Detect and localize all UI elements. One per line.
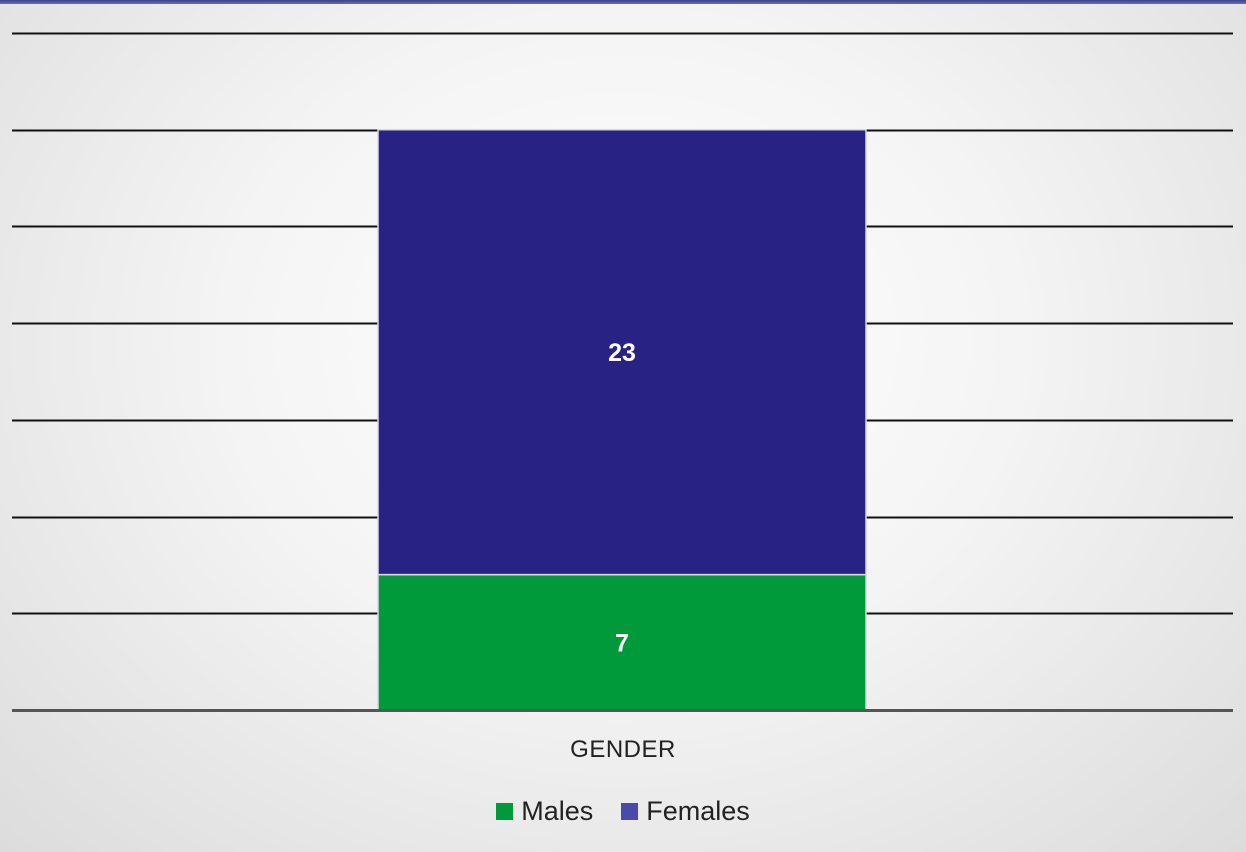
legend: Males Females <box>0 796 1246 827</box>
data-label-males: 7 <box>615 629 629 657</box>
gridlines <box>12 32 1233 615</box>
legend-swatch-females <box>621 803 639 820</box>
bar-segment-females <box>377 128 867 576</box>
category-label: GENDER <box>570 736 676 763</box>
top-border <box>0 0 1246 4</box>
data-label-females: 23 <box>608 339 636 367</box>
legend-item-females: Females <box>621 796 750 827</box>
legend-label-females: Females <box>646 796 750 826</box>
data-labels: 7 23 <box>608 339 636 657</box>
legend-label-males: Males <box>521 796 594 826</box>
legend-swatch-males <box>496 803 514 820</box>
legend-item-males: Males <box>496 796 593 827</box>
stacked-bar <box>377 128 867 711</box>
